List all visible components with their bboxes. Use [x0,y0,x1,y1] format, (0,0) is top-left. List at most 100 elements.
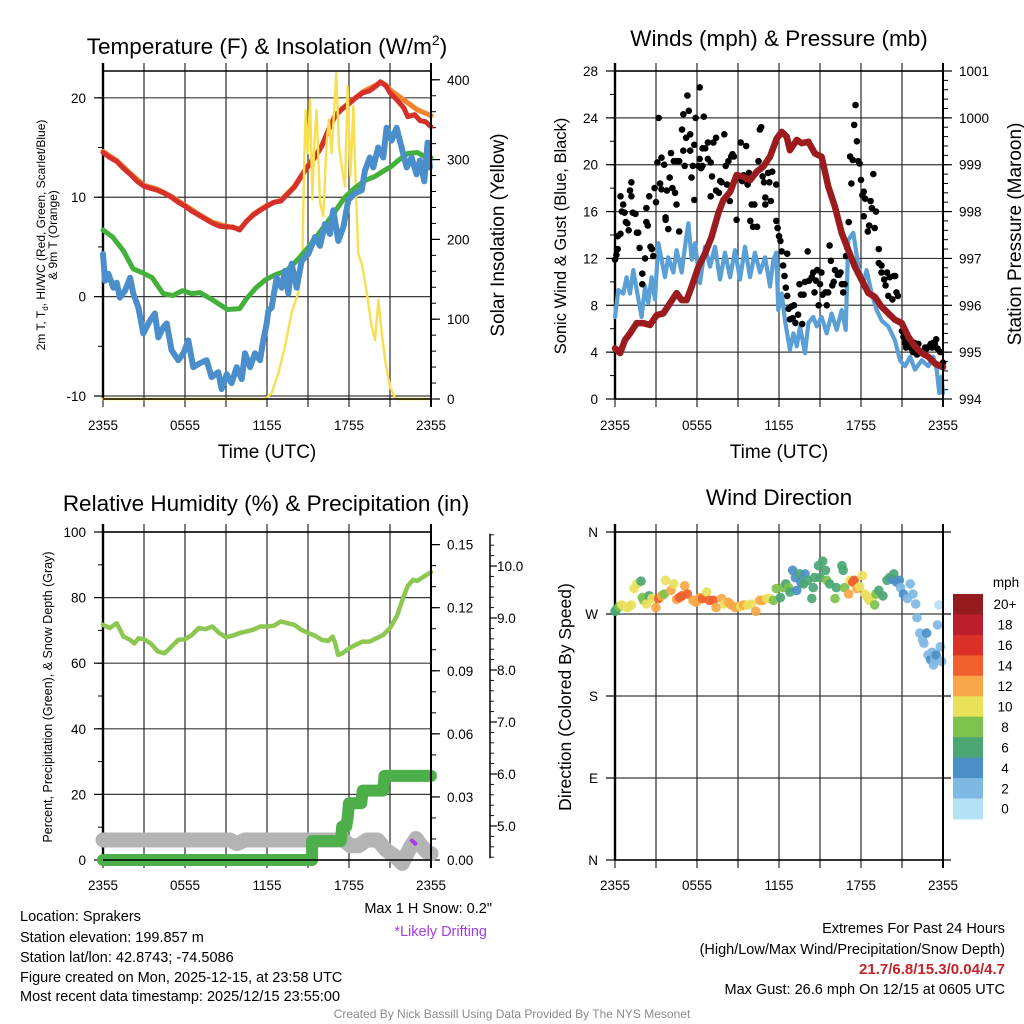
right-tick-label: 995 [959,345,982,360]
gust-point [853,138,861,145]
x-tick-label: 1155 [252,418,281,433]
gust-point [656,180,664,187]
colorbar-label: 14 [997,659,1013,674]
gust-point [721,131,728,138]
colorbar-label: 8 [1001,720,1009,735]
wind-direction-point [843,589,854,599]
left-tick-label: 0 [590,392,598,407]
right-tick-label: 1000 [959,111,989,126]
x-tick-label: 0555 [170,878,200,893]
gust-point [804,248,811,255]
gust-point [639,280,646,288]
wind-direction-point [919,638,929,648]
wind-direction-point [708,595,719,606]
x-tick-label: 1155 [764,418,793,433]
left-tick-label: S [589,689,598,704]
gust-point [680,111,687,118]
gust-point [870,170,877,178]
gust-point [688,174,695,181]
gust-point [715,189,723,197]
temperature-plot: 2355 0555 1155 1755 2355-1001020010020030040… [66,63,470,433]
gust-point [617,230,624,238]
gust-point [681,162,688,170]
x-tick-label: 2355 [88,878,118,893]
gust-point [666,174,673,181]
insolation-axis-label: Solar Insolation (Yellow) [488,133,509,336]
right-tick-label: 0.15 [447,538,473,553]
snow-axis-tick-label: 8.0 [497,663,516,678]
gust-point [856,160,863,167]
gust-points [611,84,947,367]
colorbar-swatch [953,614,983,636]
gust-point [673,201,680,208]
humidity-y-axis-label: Percent, Precipitation (Green), & Snow D… [41,551,55,842]
gust-point [671,189,679,197]
gust-point [841,280,848,288]
gust-point [675,157,683,165]
gust-point [792,319,799,327]
ylabel-part2: , HI/WC (Red, Green, Scarlet/Blue) [34,120,48,307]
gust-point [815,302,822,309]
gust-point [773,217,780,225]
temperature-x-axis-label: Time (UTC) [218,442,317,463]
plot-layer: 2355 0555 1155 1755 2355-1001020010020030040… [63,63,1017,893]
direction-y-axis-label: Direction (Colored By Speed) [555,583,575,811]
gust-point [794,311,802,319]
temperature-y-axis-label-line2: & 9m T (Orange) [46,190,60,280]
gust-point [875,245,883,253]
wind-direction-point [751,606,761,617]
wind-direction-point [932,620,943,630]
gust-point [837,269,844,276]
max-1h-snow-note: Max 1 H Snow: 0.2" [364,901,492,917]
gust-point [667,149,675,157]
colorbar-label: 16 [997,638,1012,653]
left-tick-label: N [588,525,598,540]
right-tick-label: 200 [447,232,470,247]
sonic-wind-line [612,221,946,396]
gust-point [755,157,762,165]
gust-point [878,262,885,269]
x-tick-label: 2355 [88,418,118,433]
colorbar-swatch [953,798,983,820]
snow-depth-line [95,831,439,871]
gust-point [779,262,787,269]
wind-direction-point [775,592,786,603]
humidity-plot: 2355 0555 1155 1755 23550204060801000.000.03… [63,524,523,893]
gust-point [880,276,888,283]
gust-point [816,280,824,288]
colorbar-swatch [953,696,983,718]
gust-point [762,194,769,201]
gust-point [626,187,634,194]
x-tick-label: 1755 [334,878,364,893]
x-tick-label: 2355 [416,878,446,893]
gust-point [796,280,803,288]
gust-point [632,210,639,218]
gust-point [790,302,798,309]
left-tick-label: 60 [71,656,86,671]
gust-point [678,126,686,133]
gust-point [867,197,874,205]
gust-point [707,193,714,200]
gust-point [818,269,825,276]
likely-drifting-note: *Likely Drifting [394,924,487,940]
wind-direction-point [878,591,888,601]
colorbar-swatch [953,778,983,799]
gust-point [737,139,744,146]
right-tick-label: 994 [959,392,982,407]
figure-created: Figure created on Mon, 2025-12-15, at 23… [20,970,342,986]
likely-drifting-line [409,838,418,846]
gust-point [699,162,706,170]
left-tick-label: 8 [590,298,598,313]
speed-colorbar: 20+ 18 16 14 12 10 8 6 4 2 0 [953,594,1017,820]
right-tick-label: 300 [447,153,470,168]
wind-direction-point [908,589,918,599]
colorbar-swatch [953,675,983,697]
snow-axis-tick-label: 5.0 [497,819,516,834]
gust-point [777,237,784,245]
wind-direction-point [669,579,679,589]
right-tick-label: 400 [447,73,470,88]
gust-point [689,162,697,170]
gust-point [634,229,642,236]
gust-point [680,147,687,154]
right-tick-label: 100 [447,312,470,327]
